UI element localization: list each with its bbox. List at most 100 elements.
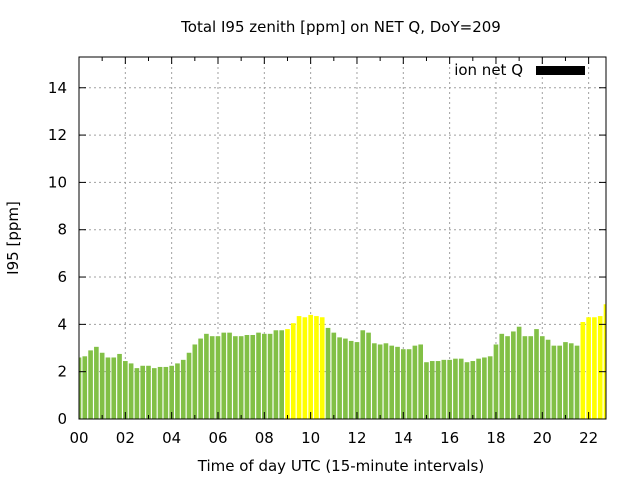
bar bbox=[244, 335, 250, 419]
bar bbox=[308, 314, 313, 419]
bar bbox=[354, 342, 360, 419]
bar bbox=[337, 337, 342, 419]
bar bbox=[331, 332, 337, 419]
y-tick-label: 4 bbox=[57, 315, 67, 333]
bar bbox=[175, 363, 180, 419]
x-tick-label: 20 bbox=[533, 429, 552, 447]
bar bbox=[267, 333, 273, 419]
bar bbox=[505, 336, 510, 419]
y-tick-label: 0 bbox=[57, 410, 67, 428]
bar bbox=[88, 350, 93, 419]
bar bbox=[79, 357, 82, 419]
bar bbox=[94, 346, 99, 419]
bar bbox=[545, 339, 551, 419]
bar bbox=[528, 336, 534, 419]
bar bbox=[418, 344, 423, 419]
bar bbox=[314, 316, 319, 419]
bar bbox=[146, 365, 151, 419]
bar bbox=[389, 345, 395, 419]
bar bbox=[134, 368, 140, 419]
bar bbox=[128, 363, 134, 419]
bar bbox=[377, 344, 383, 419]
bar bbox=[169, 365, 174, 419]
plot-frame bbox=[78, 56, 607, 420]
bar bbox=[429, 361, 435, 419]
y-tick-label: 10 bbox=[48, 173, 67, 191]
bar bbox=[209, 336, 215, 419]
x-tick-label: 04 bbox=[162, 429, 181, 447]
bar bbox=[198, 338, 203, 419]
bar bbox=[447, 359, 452, 419]
x-tick-label: 22 bbox=[579, 429, 598, 447]
bar bbox=[157, 366, 163, 419]
x-tick-label: 14 bbox=[394, 429, 413, 447]
bar bbox=[516, 326, 522, 419]
bar bbox=[151, 368, 157, 419]
bar bbox=[319, 317, 325, 419]
bar bbox=[412, 345, 418, 419]
bar bbox=[574, 345, 580, 419]
bar bbox=[256, 332, 261, 419]
bar bbox=[406, 349, 412, 419]
x-tick-label: 06 bbox=[208, 429, 227, 447]
bar bbox=[458, 358, 464, 419]
bar bbox=[279, 330, 285, 419]
bar bbox=[476, 358, 481, 419]
x-tick-label: 08 bbox=[255, 429, 274, 447]
bar bbox=[551, 345, 557, 419]
bar bbox=[395, 346, 400, 419]
bar bbox=[597, 316, 603, 419]
bar bbox=[592, 317, 597, 419]
bar bbox=[221, 332, 227, 419]
bar bbox=[163, 366, 169, 419]
bar bbox=[586, 317, 591, 419]
bar bbox=[140, 365, 146, 419]
bar bbox=[296, 316, 302, 419]
bar bbox=[302, 317, 308, 419]
bar bbox=[493, 344, 499, 419]
legend-label: ion net Q bbox=[454, 61, 523, 79]
x-tick-label: 00 bbox=[69, 429, 88, 447]
bar bbox=[441, 359, 447, 419]
bar bbox=[487, 356, 493, 419]
bar bbox=[99, 352, 105, 419]
bar bbox=[285, 329, 290, 419]
bar bbox=[580, 321, 586, 419]
bar bbox=[204, 333, 209, 419]
bar bbox=[366, 332, 371, 419]
bar bbox=[215, 336, 221, 419]
y-tick-label: 12 bbox=[48, 126, 67, 144]
x-tick-label: 02 bbox=[116, 429, 135, 447]
bar bbox=[435, 361, 441, 419]
bar bbox=[343, 338, 348, 419]
bar bbox=[482, 357, 487, 419]
x-tick-label: 16 bbox=[440, 429, 459, 447]
bar bbox=[400, 349, 406, 419]
bar bbox=[539, 336, 545, 419]
bar bbox=[262, 333, 267, 419]
y-tick-label: 2 bbox=[57, 363, 67, 381]
bar bbox=[424, 362, 429, 419]
bar bbox=[227, 332, 232, 419]
y-tick-label: 8 bbox=[57, 221, 67, 239]
bar bbox=[250, 335, 256, 419]
bar bbox=[233, 336, 238, 419]
bar bbox=[117, 353, 122, 419]
bar bbox=[325, 327, 331, 419]
bar bbox=[470, 361, 476, 419]
bar bbox=[511, 331, 516, 419]
bar bbox=[464, 362, 470, 419]
bar bbox=[453, 358, 458, 419]
bars bbox=[79, 304, 606, 419]
bar bbox=[534, 329, 539, 419]
y-axis-label: I95 [ppm] bbox=[4, 201, 22, 275]
bar bbox=[568, 343, 574, 419]
bar bbox=[273, 330, 279, 419]
x-axis-label: Time of day UTC (15-minute intervals) bbox=[197, 457, 484, 475]
bar bbox=[105, 357, 111, 419]
bar bbox=[603, 304, 606, 419]
bar bbox=[372, 343, 377, 419]
bar bbox=[563, 342, 568, 419]
bar bbox=[499, 333, 505, 419]
